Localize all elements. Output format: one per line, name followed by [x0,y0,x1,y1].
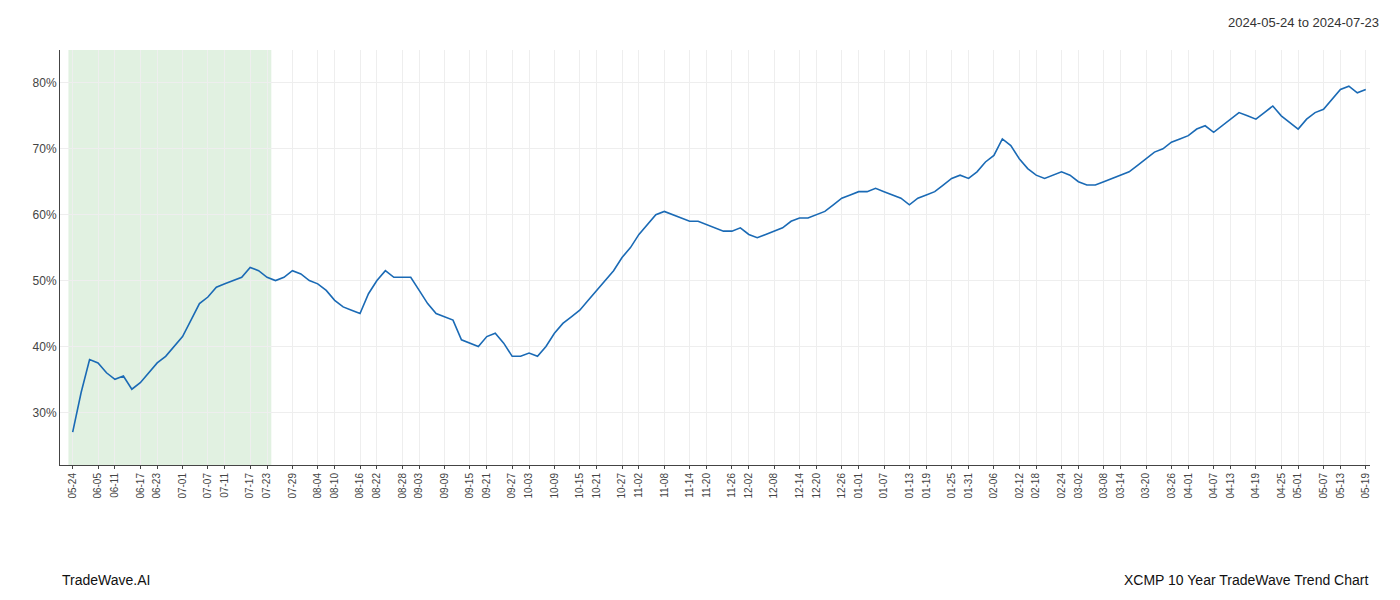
svg-text:08-22: 08-22 [371,473,382,499]
svg-text:03-20: 03-20 [1140,473,1151,499]
svg-text:02-12: 02-12 [1014,473,1025,499]
svg-text:07-11: 07-11 [219,473,230,498]
svg-text:05-19: 05-19 [1360,473,1371,499]
svg-text:03-14: 03-14 [1115,473,1126,499]
svg-text:01-01: 01-01 [853,473,864,499]
svg-text:12-26: 12-26 [836,473,847,499]
svg-text:11-08: 11-08 [659,473,670,498]
svg-text:01-25: 01-25 [946,473,957,499]
svg-text:02-06: 02-06 [988,473,999,499]
svg-text:10-27: 10-27 [616,473,627,499]
svg-text:07-01: 07-01 [177,473,188,499]
svg-text:11-02: 11-02 [633,473,644,498]
svg-text:02-24: 02-24 [1056,473,1067,499]
svg-text:05-07: 05-07 [1318,473,1329,499]
svg-text:01-31: 01-31 [963,473,974,499]
svg-text:60%: 60% [33,208,57,222]
svg-text:04-13: 04-13 [1225,473,1236,499]
svg-text:40%: 40% [33,340,57,354]
svg-text:11-14: 11-14 [684,473,695,498]
svg-text:07-29: 07-29 [287,473,298,499]
svg-text:11-26: 11-26 [726,473,737,498]
svg-text:01-07: 01-07 [878,473,889,499]
svg-text:12-20: 12-20 [811,473,822,499]
svg-text:05-01: 05-01 [1292,473,1303,499]
svg-text:05-13: 05-13 [1335,473,1346,499]
svg-text:04-19: 04-19 [1250,473,1261,499]
svg-text:06-23: 06-23 [151,473,162,499]
svg-text:2024-05-24 to 2024-07-23: 2024-05-24 to 2024-07-23 [1228,15,1379,30]
svg-text:09-15: 09-15 [464,473,475,499]
svg-text:04-07: 04-07 [1208,473,1219,499]
svg-text:06-05: 06-05 [92,473,103,499]
svg-text:02-18: 02-18 [1030,473,1041,499]
svg-text:11-20: 11-20 [701,473,712,498]
svg-text:09-03: 09-03 [413,473,424,499]
svg-text:09-27: 09-27 [506,473,517,499]
svg-text:80%: 80% [33,76,57,90]
svg-text:10-03: 10-03 [523,473,534,499]
svg-text:08-16: 08-16 [354,473,365,499]
svg-text:04-01: 04-01 [1183,473,1194,499]
svg-text:50%: 50% [33,274,57,288]
svg-text:03-26: 03-26 [1166,473,1177,499]
svg-text:07-17: 07-17 [244,473,255,499]
svg-text:09-09: 09-09 [439,473,450,499]
svg-text:01-19: 01-19 [921,473,932,499]
svg-text:10-15: 10-15 [574,473,585,499]
svg-text:07-07: 07-07 [202,473,213,499]
svg-text:03-02: 03-02 [1073,473,1084,499]
svg-text:12-08: 12-08 [768,473,779,499]
svg-text:01-13: 01-13 [904,473,915,499]
svg-text:12-02: 12-02 [743,473,754,499]
svg-text:TradeWave.AI: TradeWave.AI [62,572,150,588]
svg-text:06-17: 06-17 [135,473,146,499]
svg-text:12-14: 12-14 [794,473,805,499]
svg-text:XCMP 10 Year TradeWave Trend C: XCMP 10 Year TradeWave Trend Chart [1124,572,1368,588]
svg-text:70%: 70% [33,142,57,156]
svg-text:10-09: 10-09 [549,473,560,499]
svg-text:07-23: 07-23 [261,473,272,499]
svg-text:06-11: 06-11 [109,473,120,498]
svg-text:08-04: 08-04 [312,473,323,499]
svg-text:08-28: 08-28 [397,473,408,499]
svg-text:03-08: 03-08 [1098,473,1109,499]
svg-text:08-10: 08-10 [329,473,340,499]
svg-text:10-21: 10-21 [591,473,602,499]
svg-text:05-24: 05-24 [67,473,78,499]
svg-text:30%: 30% [33,406,57,420]
svg-text:09-21: 09-21 [481,473,492,499]
svg-text:04-25: 04-25 [1276,473,1287,499]
